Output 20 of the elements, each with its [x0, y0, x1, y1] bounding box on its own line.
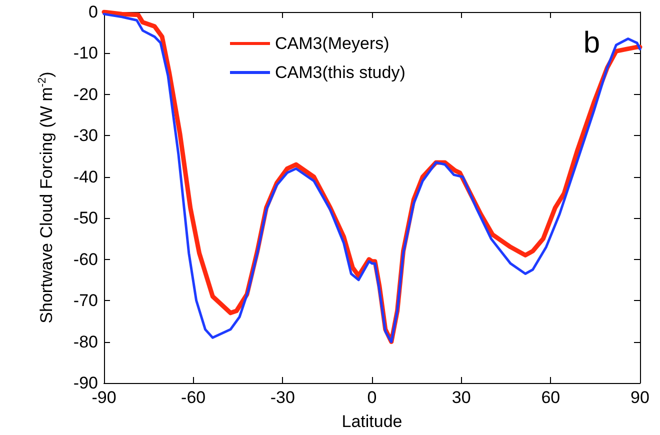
x-tick-label: 0 [367, 388, 377, 407]
y-tick-label: -50 [73, 208, 98, 228]
y-axis-title: Shortwave Cloud Forcing (W m-2) [36, 72, 56, 324]
y-tick-label: -80 [73, 332, 98, 352]
y-tick-label: 0 [88, 2, 98, 22]
y-tick-label: -30 [73, 126, 98, 146]
x-tick-label: 90 [630, 388, 650, 407]
x-tick-label: -60 [181, 388, 206, 407]
y-tick-label: -60 [73, 250, 98, 269]
x-tick-label: 60 [541, 388, 560, 407]
legend-label: CAM3(this study) [275, 63, 406, 82]
x-tick-label: 30 [452, 388, 471, 407]
y-tick-label: -20 [73, 84, 98, 104]
x-tick-label: -30 [270, 388, 295, 407]
x-axis-title: Latitude [342, 412, 402, 431]
y-tick-label: -40 [73, 167, 98, 186]
legend-label: CAM3(Meyers) [275, 34, 390, 53]
y-tick-label: -10 [73, 44, 98, 63]
y-tick-label: -70 [73, 291, 98, 310]
annotation: b [583, 26, 600, 60]
